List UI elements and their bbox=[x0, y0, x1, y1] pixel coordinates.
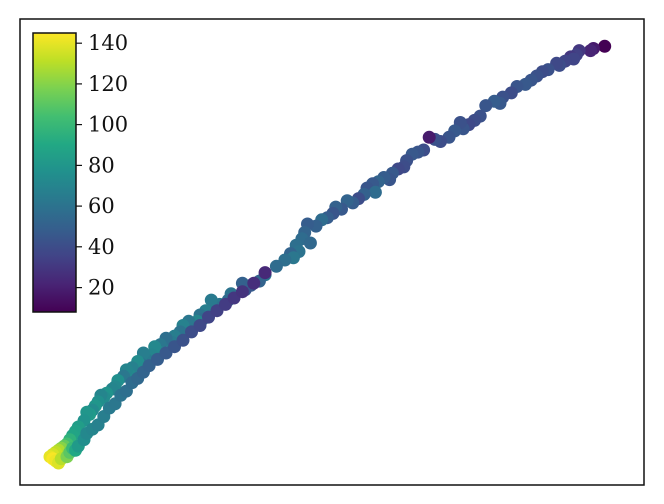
scatter-point bbox=[247, 276, 261, 290]
colorbar-tick-label: 140 bbox=[88, 31, 128, 55]
colorbar-tick-label: 40 bbox=[88, 235, 115, 259]
colorbar: 20 40 60 80 100 120 140 bbox=[32, 31, 128, 313]
scatter-point bbox=[258, 266, 272, 280]
scatter-point bbox=[479, 99, 493, 113]
scatter-point bbox=[422, 130, 436, 144]
colorbar-tick-label: 100 bbox=[88, 113, 128, 137]
colorbar-tick-label: 120 bbox=[88, 72, 128, 96]
colorbar-tick-label: 20 bbox=[88, 276, 115, 300]
scatter-point bbox=[204, 293, 218, 307]
plot-area-frame bbox=[19, 18, 645, 486]
scatter-point bbox=[176, 333, 190, 347]
scatter-point bbox=[269, 259, 283, 273]
colorbar-gradient bbox=[32, 32, 77, 313]
scatter-point bbox=[193, 319, 207, 332]
scatter-point bbox=[598, 39, 612, 53]
scatter-point bbox=[584, 44, 597, 58]
colorbar-tick-label: 80 bbox=[88, 153, 115, 177]
scatter-point bbox=[368, 185, 382, 199]
scatter-point bbox=[303, 236, 317, 250]
scatter-points bbox=[43, 39, 612, 470]
colorbar-tick-label: 60 bbox=[88, 194, 115, 218]
colorbar-ticks: 20 40 60 80 100 120 140 bbox=[76, 31, 128, 300]
scatter-point bbox=[235, 285, 249, 299]
